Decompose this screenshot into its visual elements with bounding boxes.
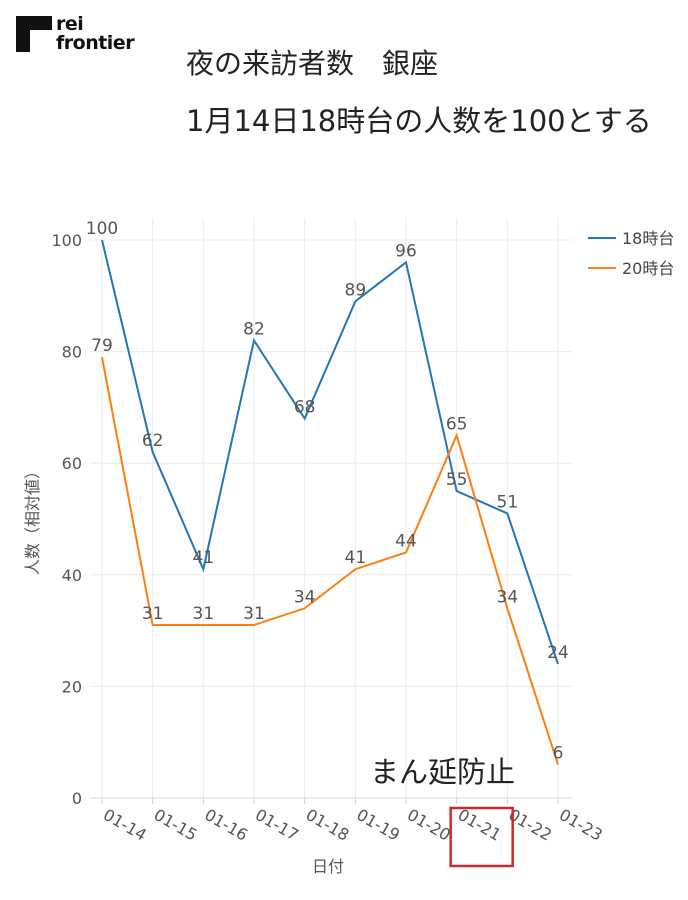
data-label: 31: [142, 604, 164, 624]
logo-text-line1: rei: [56, 13, 84, 35]
series-line-1: [101, 356, 559, 765]
x-tick-label: 01-14: [100, 805, 150, 845]
data-label: 79: [91, 336, 113, 356]
data-label: 82: [243, 319, 265, 339]
legend-label: 20時台: [622, 259, 674, 278]
data-label: 41: [345, 548, 367, 568]
rei-frontier-logo: rei frontier: [16, 12, 156, 60]
data-label: 89: [345, 280, 367, 300]
highlight-box: [449, 806, 514, 868]
logo-mark-icon: [16, 16, 52, 52]
series-line-0: [101, 239, 559, 665]
data-label: 6: [553, 744, 564, 764]
y-tick-label: 60: [62, 454, 82, 473]
x-tick-label: 01-16: [201, 805, 251, 845]
x-tick-label: 01-17: [252, 805, 302, 845]
data-label: 34: [497, 587, 519, 607]
data-label: 96: [395, 241, 417, 261]
x-axis-label: 日付: [312, 857, 344, 876]
y-tick-label: 20: [62, 677, 82, 696]
data-label: 65: [446, 414, 468, 434]
data-label: 55: [446, 470, 468, 490]
x-tick-label: 01-20: [404, 805, 454, 845]
y-tick-label: 100: [51, 231, 82, 250]
x-tick-label: 01-19: [353, 805, 403, 845]
y-tick-label: 40: [62, 566, 82, 585]
y-axis-label: 人数（相対値）: [23, 463, 42, 575]
data-label: 100: [86, 219, 118, 239]
data-label: 41: [193, 548, 215, 568]
data-label: 24: [547, 643, 569, 663]
x-tick-label: 01-21: [455, 805, 505, 845]
chart-subtitle: 1月14日18時台の人数を100とする: [186, 104, 652, 138]
data-label: 31: [243, 604, 265, 624]
y-tick-label: 80: [62, 343, 82, 362]
data-label: 68: [294, 398, 316, 418]
data-label: 51: [497, 492, 519, 512]
series-lines: [101, 239, 559, 765]
legend: 18時台 20時台: [588, 229, 674, 278]
x-tick-label: 01-18: [303, 805, 353, 845]
data-label: 62: [142, 431, 164, 451]
chart-title: 夜の来訪者数 銀座: [186, 47, 439, 80]
y-tick-label: 0: [72, 789, 82, 808]
data-label: 31: [193, 604, 215, 624]
x-tick-label: 01-15: [151, 805, 201, 845]
data-labels: 100 62 41 82 68 89 96 55 51 24 79 31 31 31 34 41 44 65 34 6: [86, 219, 569, 764]
logo-text-line2: frontier: [56, 32, 135, 54]
annotation-text: まん延防止: [370, 755, 515, 789]
legend-label: 18時台: [622, 229, 674, 248]
data-label: 34: [294, 587, 316, 607]
x-tick-label: 01-23: [556, 805, 606, 845]
data-label: 44: [395, 531, 417, 551]
